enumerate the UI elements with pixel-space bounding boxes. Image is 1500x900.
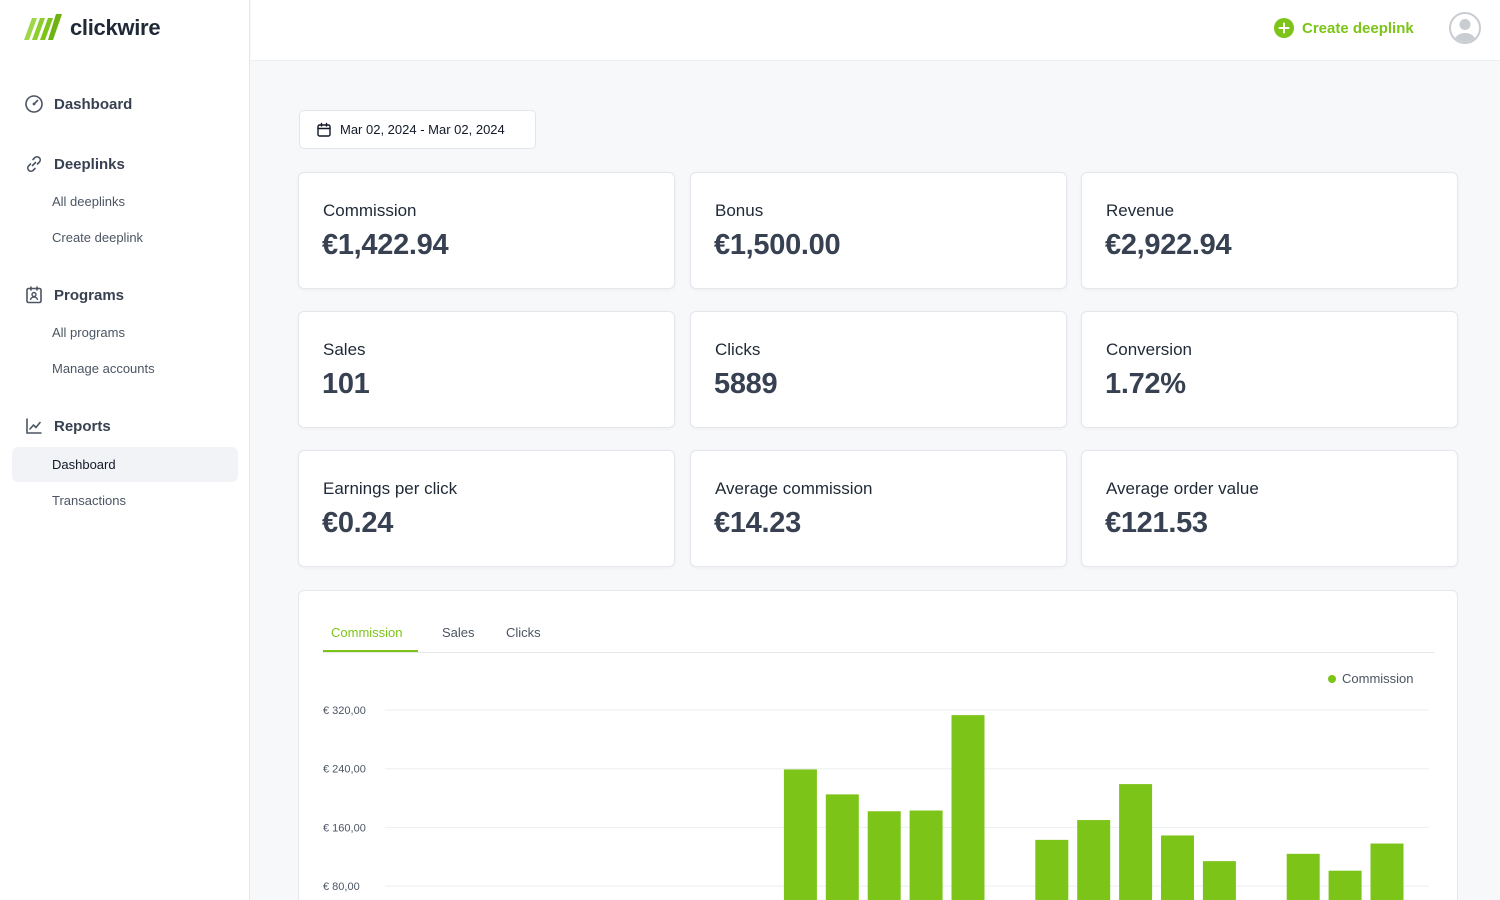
stat-value: €2,922.94 [1105, 229, 1232, 261]
sidebar-item-reports-dashboard[interactable]: Dashboard [52, 457, 116, 472]
sidebar-label: Dashboard [54, 95, 133, 113]
sidebar-label: Deeplinks [54, 155, 125, 173]
active-item-highlight [12, 447, 238, 482]
badge-icon [26, 286, 42, 304]
sidebar-item-manage-accounts[interactable]: Manage accounts [52, 361, 155, 376]
stat-value: 101 [322, 368, 370, 400]
avatar[interactable] [1449, 12, 1481, 44]
chart-bar[interactable] [1161, 835, 1194, 900]
plus-circle-icon [1274, 18, 1294, 38]
stat-value: €1,500.00 [714, 229, 841, 261]
stat-label: Revenue [1106, 201, 1175, 220]
stat-label: Sales [323, 340, 366, 359]
sidebar-item-deeplinks[interactable]: Deeplinks [24, 154, 125, 174]
stat-card-average-commission: Average commission €14.23 [690, 450, 1067, 567]
stat-value: €0.24 [322, 507, 394, 539]
stat-value: €121.53 [1105, 507, 1208, 539]
stat-label: Bonus [715, 201, 764, 220]
stat-value: 1.72% [1105, 368, 1186, 400]
stat-value: 5889 [714, 368, 778, 400]
chart-bar[interactable] [909, 810, 943, 900]
stat-label: Average order value [1106, 479, 1259, 498]
sidebar-item-all-programs[interactable]: All programs [52, 325, 125, 340]
stat-card-commission: Commission €1,422.94 [298, 172, 675, 289]
commission-bar-chart: € 320,00 € 240,00 € 160,00 € 80,00 [323, 705, 1429, 900]
tab-sales[interactable]: Sales [442, 625, 475, 640]
stat-card-conversion: Conversion 1.72% [1081, 311, 1458, 428]
legend-label: Commission [1342, 671, 1414, 686]
chart-card: Commission Sales Clicks Commission € 320… [298, 590, 1458, 900]
date-range-label: Mar 02, 2024 - Mar 02, 2024 [340, 122, 505, 137]
sidebar-label: Programs [54, 286, 125, 304]
chart-bar[interactable] [1370, 843, 1404, 900]
stat-card-earnings-per-click: Earnings per click €0.24 [298, 450, 675, 567]
stat-label: Earnings per click [323, 479, 458, 498]
stat-label: Commission [323, 201, 417, 220]
y-tick-label: € 320,00 [323, 705, 366, 717]
brand-name: clickwire [70, 15, 161, 40]
y-tick-label: € 80,00 [323, 881, 360, 893]
sidebar-item-all-deeplinks[interactable]: All deeplinks [52, 194, 125, 209]
clickwire-logo-icon [24, 14, 62, 40]
stat-card-bonus: Bonus €1,500.00 [690, 172, 1067, 289]
stat-card-revenue: Revenue €2,922.94 [1081, 172, 1458, 289]
create-deeplink-label: Create deeplink [1302, 19, 1414, 37]
chart-bar[interactable] [867, 811, 901, 900]
chart-bar[interactable] [783, 769, 817, 900]
sidebar: clickwire Dashboard Deeplinks All deepli… [0, 0, 250, 900]
sidebar-item-create-deeplink[interactable]: Create deeplink [52, 230, 144, 245]
calendar-icon [317, 122, 331, 137]
line-chart-icon [26, 418, 42, 434]
date-range-picker[interactable]: Mar 02, 2024 - Mar 02, 2024 [299, 110, 536, 149]
chart-bar[interactable] [1328, 870, 1362, 900]
create-deeplink-button[interactable]: Create deeplink [1274, 18, 1414, 38]
sidebar-item-reports[interactable]: Reports [24, 416, 111, 436]
legend-dot [1328, 674, 1336, 683]
chart-bar[interactable] [951, 715, 985, 900]
stat-value: €1,422.94 [322, 229, 449, 261]
stat-card-sales: Sales 101 [298, 311, 675, 428]
gauge-icon [25, 95, 43, 113]
chart-bar[interactable] [1202, 861, 1236, 900]
active-tab-indicator [323, 650, 418, 652]
sidebar-item-dashboard[interactable]: Dashboard [24, 94, 132, 114]
user-icon [1454, 19, 1476, 42]
stat-card-clicks: Clicks 5889 [690, 311, 1067, 428]
y-tick-label: € 240,00 [323, 764, 366, 776]
tab-commission[interactable]: Commission [331, 625, 403, 640]
chart-bar[interactable] [1035, 839, 1069, 900]
stat-value: €14.23 [714, 507, 801, 539]
chart-bar[interactable] [825, 794, 859, 900]
link-icon [27, 156, 41, 172]
sidebar-label: Reports [54, 417, 111, 435]
chart-legend[interactable]: Commission [1328, 671, 1414, 686]
chart-bar[interactable] [1286, 853, 1320, 900]
chart-bar[interactable] [1119, 784, 1153, 900]
sidebar-item-programs[interactable]: Programs [24, 285, 124, 305]
sidebar-item-transactions[interactable]: Transactions [52, 493, 126, 508]
logo[interactable]: clickwire [24, 14, 161, 42]
tab-clicks[interactable]: Clicks [506, 625, 541, 640]
stat-label: Average commission [715, 479, 873, 498]
stat-card-average-order-value: Average order value €121.53 [1081, 450, 1458, 567]
stat-label: Conversion [1106, 340, 1192, 359]
y-tick-label: € 160,00 [323, 822, 366, 834]
tabs-divider [323, 652, 1434, 653]
chart-bar[interactable] [1077, 820, 1111, 900]
stat-label: Clicks [715, 340, 761, 359]
